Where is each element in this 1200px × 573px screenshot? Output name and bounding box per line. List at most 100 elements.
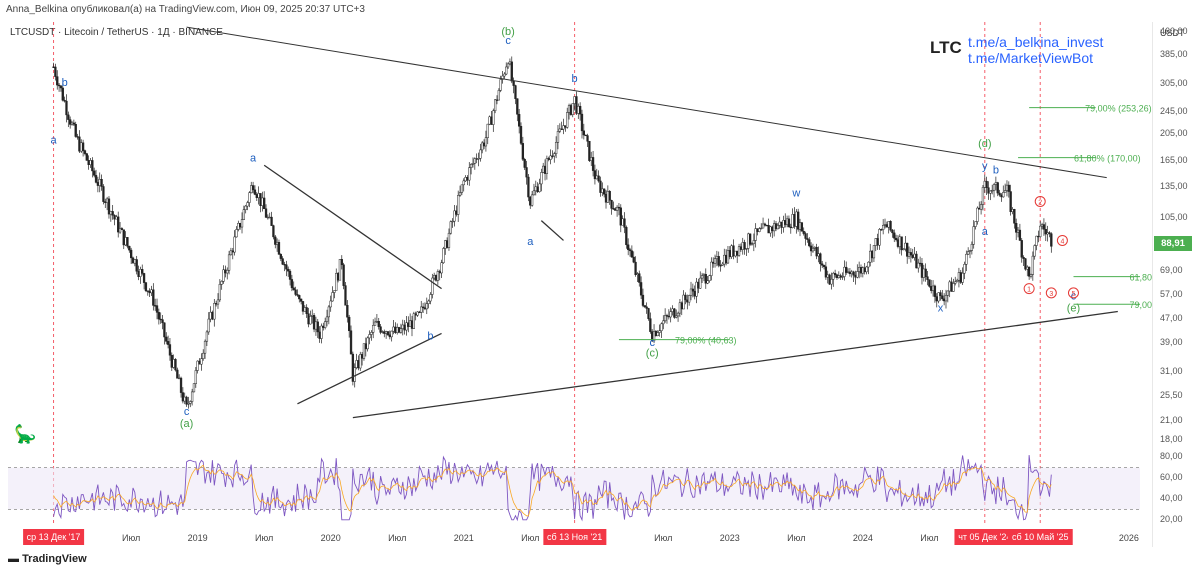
candle-body bbox=[80, 142, 83, 152]
candle-body bbox=[991, 189, 994, 192]
candle-body bbox=[601, 188, 604, 193]
symbol-title[interactable]: LTCUSDT · Litecoin / TetherUS · 1Д · BIN… bbox=[10, 27, 223, 38]
candle-body bbox=[418, 311, 421, 313]
candle-body bbox=[462, 180, 465, 186]
candle-body bbox=[226, 270, 229, 274]
candle-body bbox=[384, 331, 388, 334]
candle-body bbox=[434, 275, 438, 281]
candle-body bbox=[344, 285, 347, 306]
candle-body bbox=[911, 254, 914, 258]
candle-body bbox=[118, 228, 122, 233]
candle-body bbox=[176, 369, 179, 379]
candle-body bbox=[540, 172, 543, 185]
candle-body bbox=[388, 334, 391, 338]
candle-body bbox=[891, 229, 894, 234]
telegram-link-1[interactable]: t.me/a_belkina_invest bbox=[968, 34, 1104, 50]
candle-body bbox=[192, 383, 196, 393]
candle-body bbox=[392, 326, 395, 332]
candle-body bbox=[647, 308, 650, 319]
candle-body bbox=[336, 273, 340, 281]
highlighted-date-badge: ср 13 Дек '17 bbox=[22, 529, 85, 545]
candle-body bbox=[748, 233, 752, 245]
candle-body bbox=[390, 330, 393, 338]
publisher-line: Anna_Belkina опубликовал(а) на TradingVi… bbox=[6, 4, 365, 15]
candle-body bbox=[253, 189, 257, 195]
candle-body bbox=[732, 245, 735, 257]
trendline bbox=[297, 332, 442, 405]
candle-body bbox=[124, 237, 127, 246]
wave-label: y bbox=[982, 160, 988, 172]
candle-body bbox=[161, 319, 164, 324]
candle-body bbox=[676, 312, 680, 317]
candle-body bbox=[902, 248, 905, 251]
candle-body bbox=[754, 228, 757, 241]
candle-body bbox=[83, 150, 87, 154]
candle-body bbox=[843, 266, 846, 277]
candle-body bbox=[809, 245, 813, 252]
candle-body bbox=[61, 87, 64, 101]
candle-body bbox=[907, 252, 911, 257]
candle-body bbox=[338, 259, 342, 281]
candle-body bbox=[798, 222, 802, 230]
candle-body bbox=[154, 305, 157, 307]
candle-body bbox=[444, 240, 447, 249]
candle-body bbox=[965, 253, 968, 265]
candle-body bbox=[588, 140, 591, 161]
circled-wave-marker bbox=[1056, 234, 1068, 246]
candle-body bbox=[294, 289, 297, 295]
fib-level-label: 61,80% (170,00) bbox=[1074, 154, 1141, 164]
candle-body bbox=[675, 315, 678, 318]
tv-logo-text: TradingView bbox=[22, 553, 87, 565]
candle-body bbox=[70, 122, 74, 125]
candle-body bbox=[52, 66, 55, 68]
candle-body bbox=[174, 359, 177, 371]
candle-body bbox=[920, 263, 924, 278]
candle-body bbox=[566, 112, 569, 128]
candle-body bbox=[846, 271, 850, 273]
candle-body bbox=[1011, 209, 1014, 212]
candle-body bbox=[214, 303, 218, 305]
candle-body bbox=[702, 273, 706, 276]
fib-level-label: 61,80% (66,45) bbox=[1129, 273, 1152, 283]
candle-body bbox=[309, 316, 312, 325]
candle-body bbox=[756, 228, 759, 232]
candle-body bbox=[527, 176, 530, 198]
candle-body bbox=[1044, 229, 1047, 235]
candle-body bbox=[656, 332, 659, 337]
candle-body bbox=[898, 236, 901, 247]
candle-body bbox=[264, 208, 268, 218]
candle-body bbox=[386, 331, 390, 336]
wave-label: b bbox=[572, 73, 578, 85]
candle-body bbox=[628, 249, 632, 252]
candle-body bbox=[287, 268, 290, 272]
candle-body bbox=[131, 257, 135, 264]
candle-body bbox=[857, 267, 861, 272]
candle-body bbox=[165, 336, 168, 342]
candle-body bbox=[107, 198, 111, 215]
candle-body bbox=[623, 218, 626, 228]
candle-body bbox=[870, 250, 874, 259]
candle-body bbox=[490, 116, 493, 125]
candle-body bbox=[869, 250, 872, 263]
price-unit[interactable]: USDT bbox=[1160, 28, 1185, 38]
candle-body bbox=[427, 300, 430, 304]
candle-body bbox=[839, 275, 842, 278]
wave-label: c bbox=[1071, 291, 1077, 303]
candle-body bbox=[466, 177, 469, 181]
candle-body bbox=[261, 197, 264, 206]
candle-body bbox=[918, 262, 922, 265]
candle-body bbox=[98, 179, 101, 186]
price-chart[interactable]: 79,00% (253,26) 61,80% (170,00) 61,80% (66… bbox=[0, 0, 1152, 548]
candle-body bbox=[1046, 232, 1049, 235]
candle-body bbox=[553, 153, 556, 157]
candle-body bbox=[724, 254, 728, 264]
telegram-link-2[interactable]: t.me/MarketViewBot bbox=[968, 50, 1094, 66]
candle-body bbox=[222, 269, 225, 282]
candle-body bbox=[686, 299, 689, 303]
candle-body bbox=[963, 264, 966, 274]
tradingview-logo: ▬ TradingView bbox=[8, 553, 87, 565]
price-tick-label: 21,00 bbox=[1160, 414, 1183, 425]
candle-body bbox=[612, 208, 615, 210]
candle-body bbox=[394, 326, 397, 333]
price-axis-panel[interactable] bbox=[1152, 22, 1200, 547]
